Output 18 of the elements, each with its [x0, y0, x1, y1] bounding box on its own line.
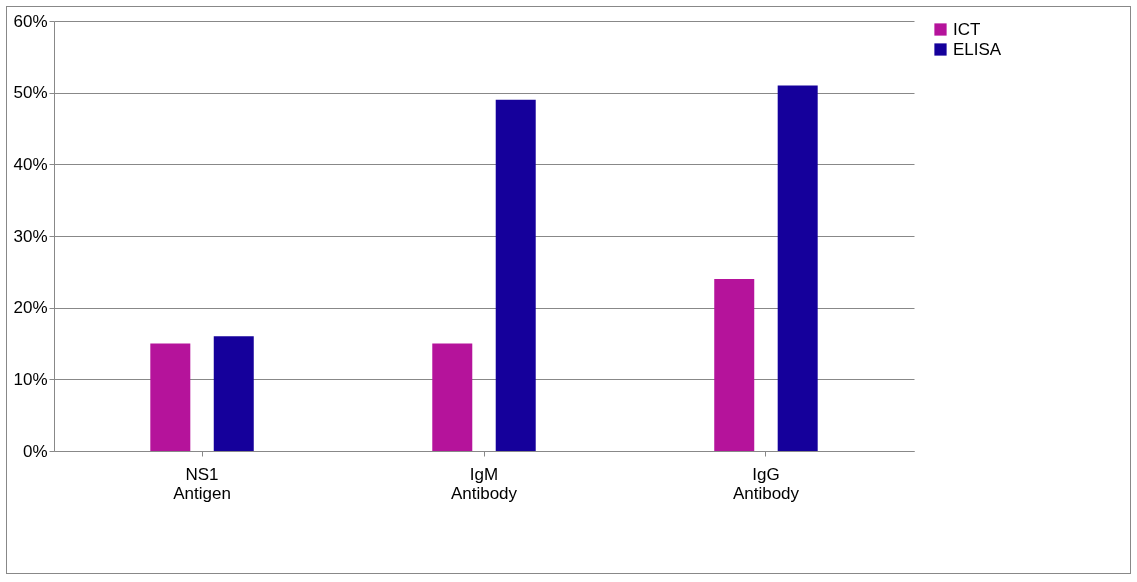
- y-tick-label: 0%: [22, 441, 48, 461]
- x-tick-label: IgG Antibody: [732, 464, 800, 503]
- x-tick-label: IgM Antibody: [450, 464, 518, 503]
- y-tick-label: 50%: [13, 83, 48, 103]
- y-tick-label: 10%: [13, 369, 48, 389]
- y-tick-label: 40%: [13, 154, 48, 174]
- y-tick-label: 30%: [13, 226, 48, 246]
- legend-label: ICT: [953, 19, 981, 39]
- legend-label: ELISA: [953, 39, 1002, 59]
- bar: [495, 99, 536, 451]
- y-tick-label: 20%: [13, 298, 48, 318]
- bar: [777, 85, 818, 451]
- x-tick-label: NS1 Antigen: [173, 464, 231, 503]
- bar: [714, 279, 755, 451]
- bar: [432, 343, 473, 451]
- bar: [213, 336, 254, 451]
- bar: [150, 343, 191, 451]
- y-tick-label: 60%: [13, 11, 48, 31]
